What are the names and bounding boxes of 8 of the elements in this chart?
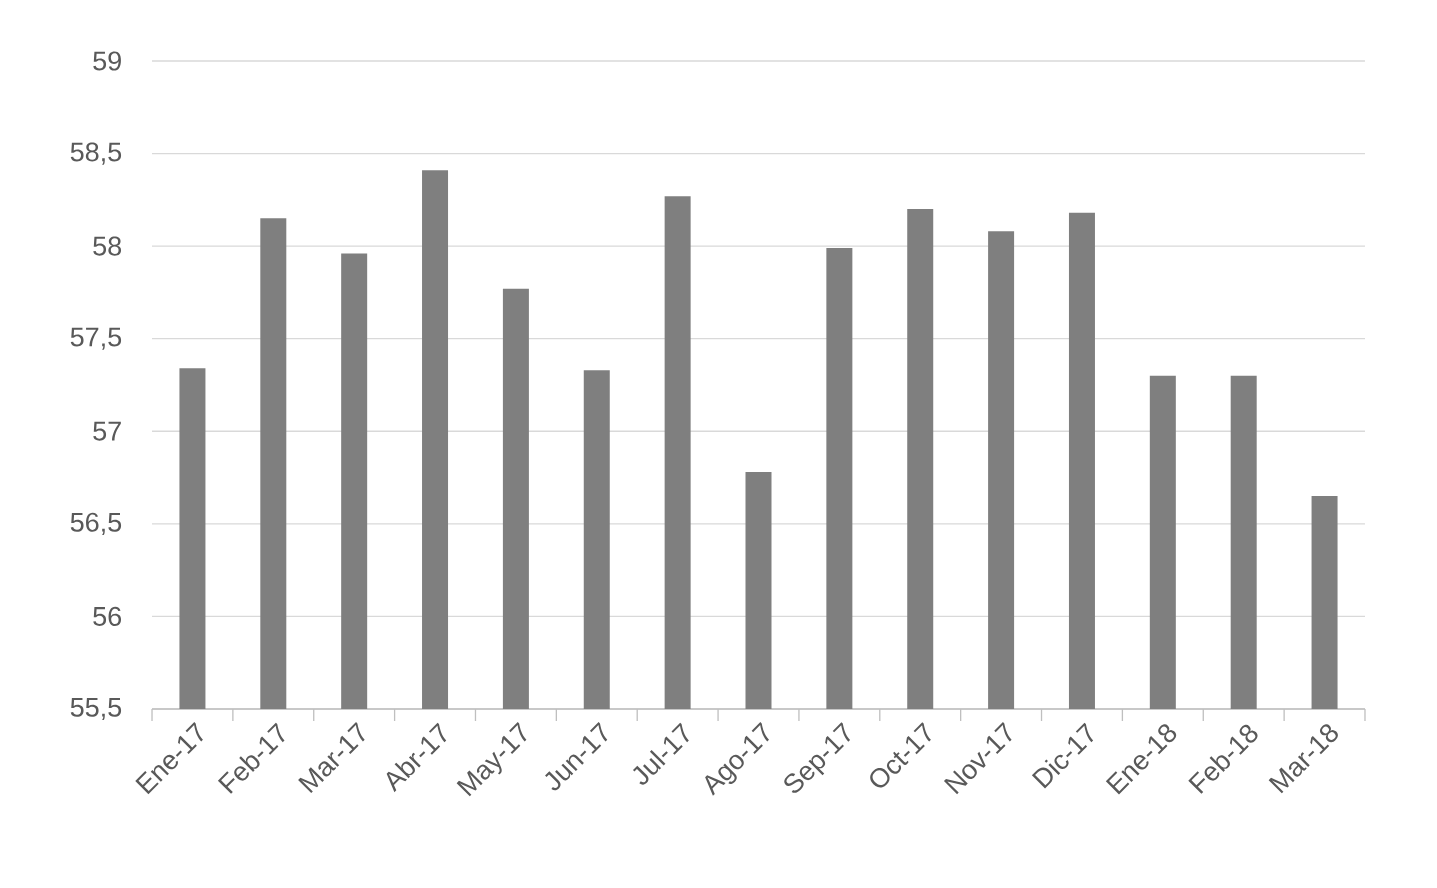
y-tick-label: 58,5 (70, 142, 122, 165)
y-tick-label: 56,5 (70, 512, 122, 535)
y-tick-label: 58 (93, 236, 122, 256)
y-tick-label: 57,5 (70, 327, 122, 350)
y-tick-label: 56 (93, 606, 122, 626)
y-tick-label: 55,5 (70, 697, 122, 720)
y-tick-label: 59 (93, 51, 121, 71)
y-tick-label: 57 (93, 421, 121, 441)
